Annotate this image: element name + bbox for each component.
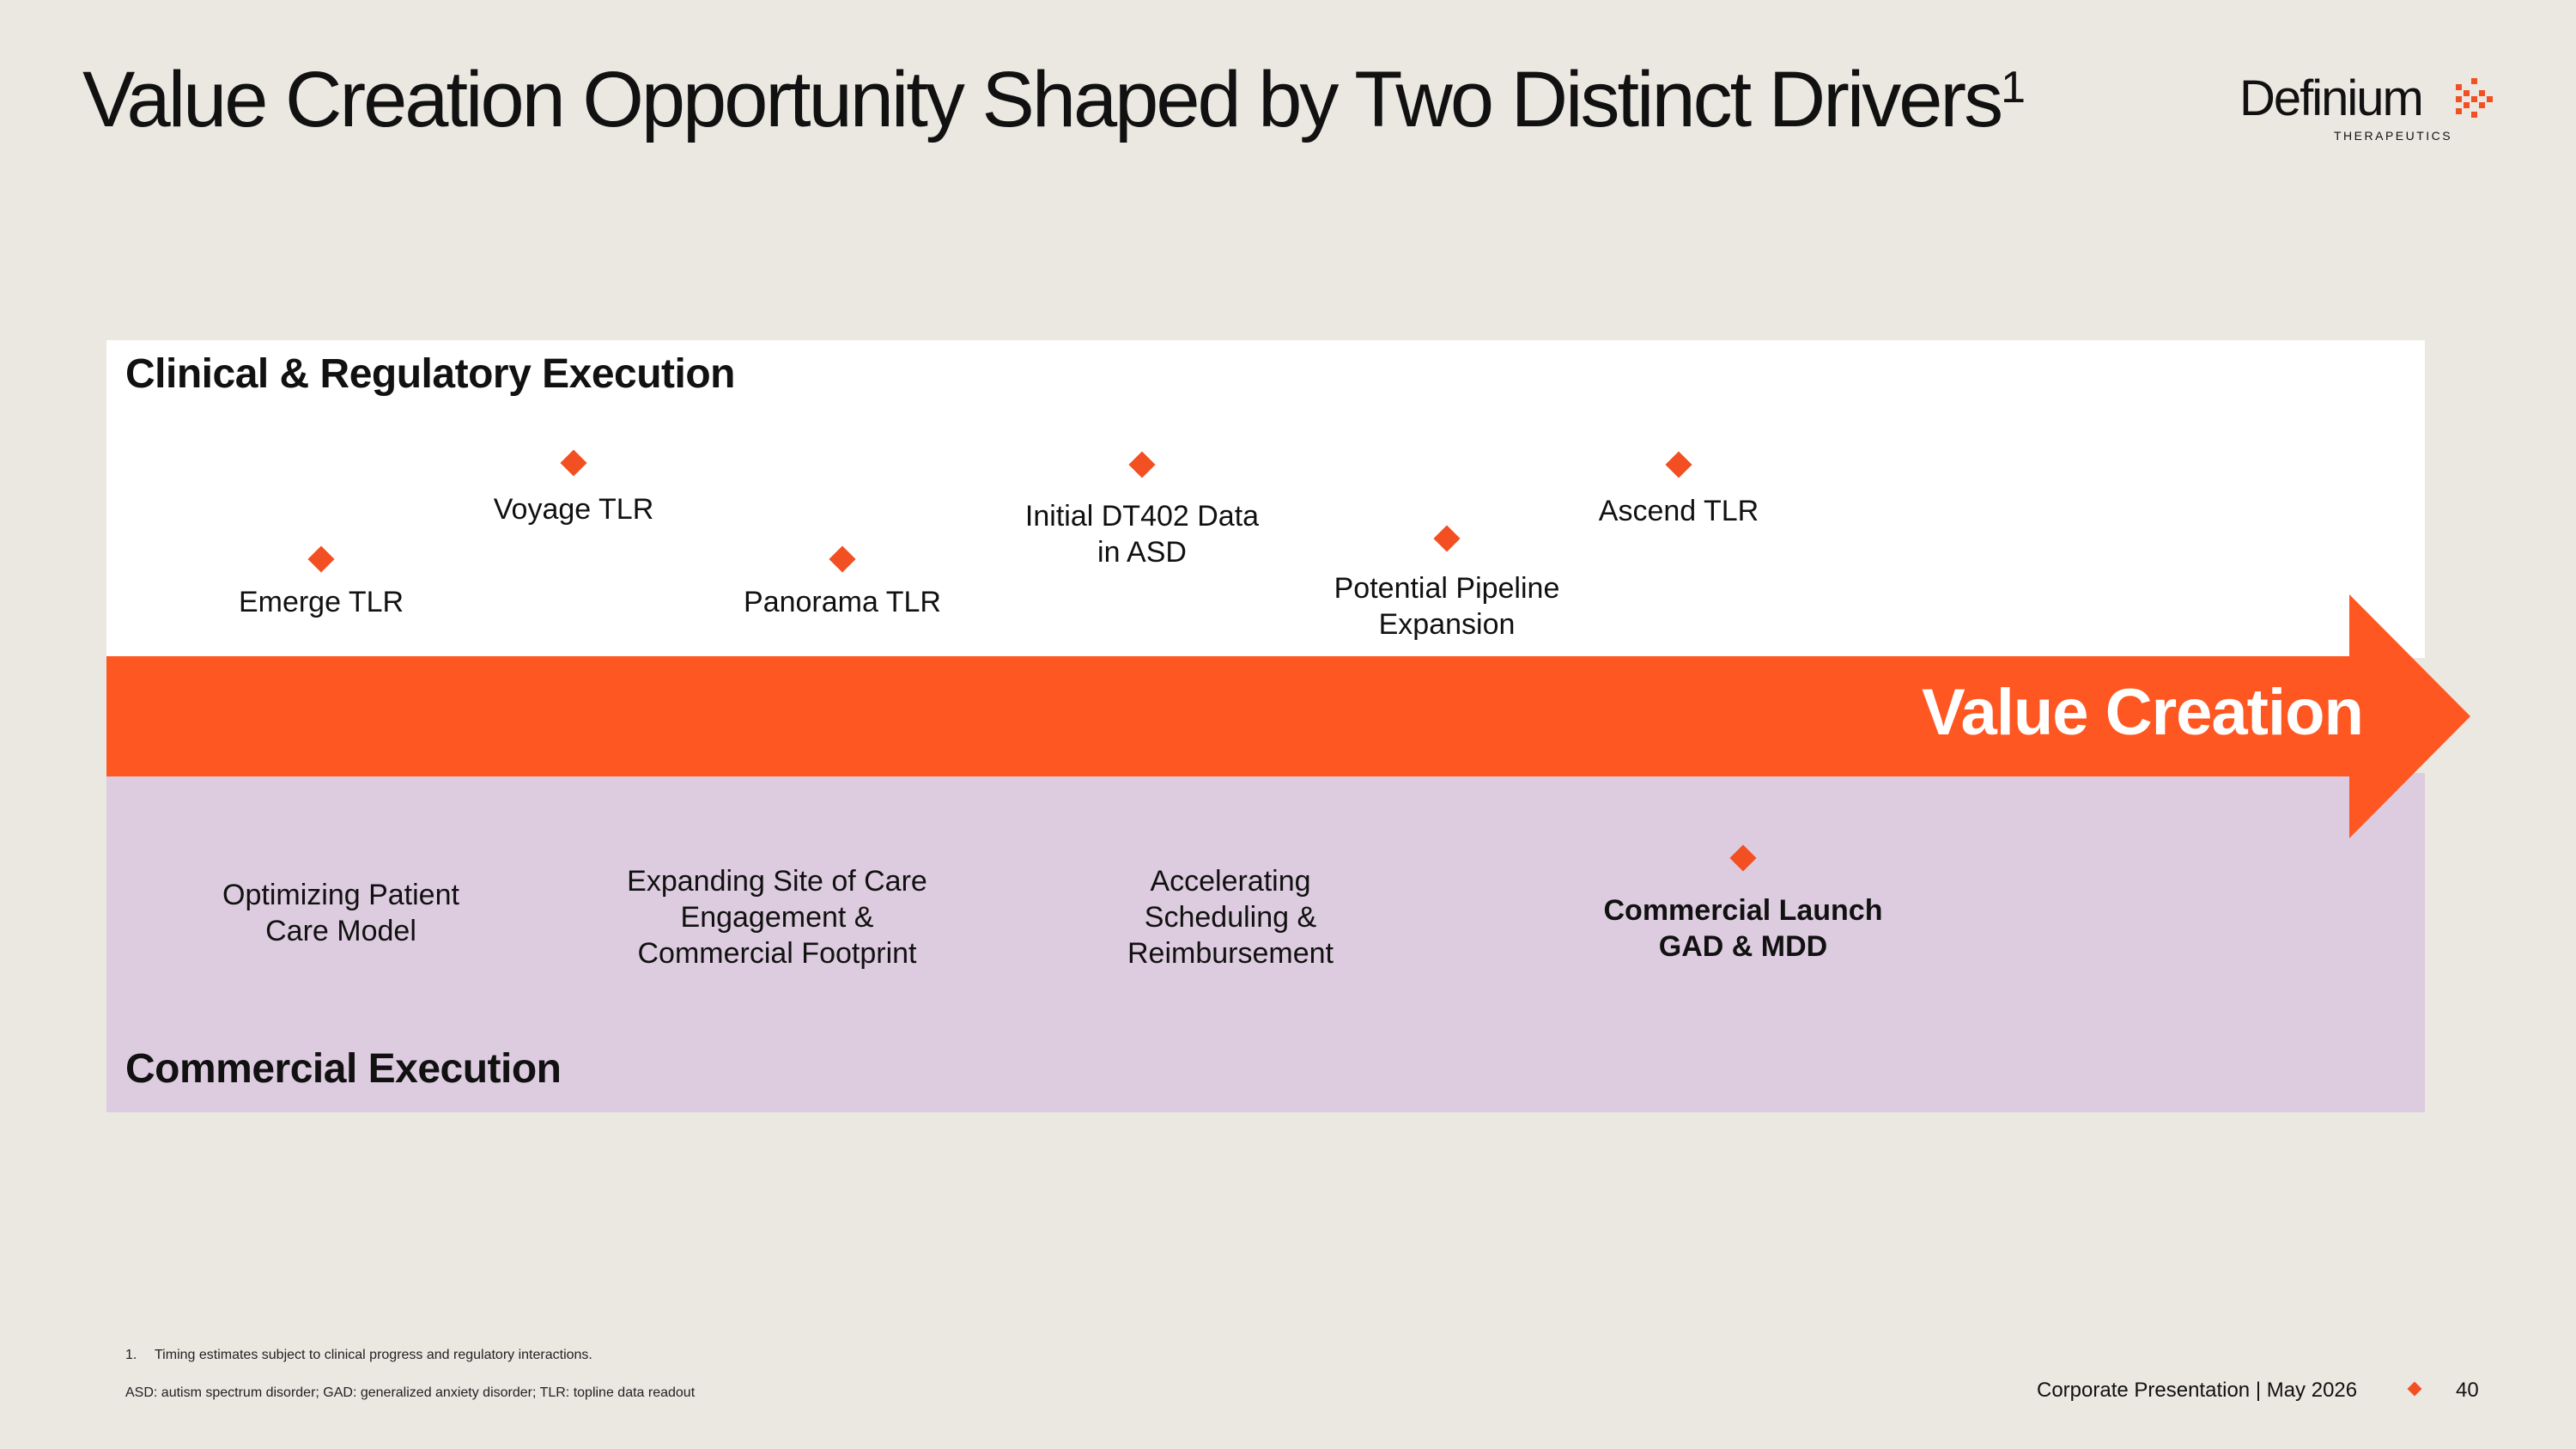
milestone-label: Initial DT402 Data in ASD (1024, 500, 1260, 569)
title-text: Value Creation Opportunity Shaped by Two… (82, 56, 2003, 143)
logo-wordmark: Definium (2239, 70, 2424, 126)
milestone-label: Potential Pipeline Expansion (1334, 572, 1560, 641)
clinical-section-title: Clinical & Regulatory Execution (125, 351, 735, 397)
value-creation-label: Value Creation (1922, 676, 2364, 749)
abbreviations-note: ASD: autism spectrum disorder; GAD: gene… (125, 1385, 696, 1400)
commercial-item: Accelerating Scheduling & Reimbursement (1127, 865, 1334, 970)
page-title: Value Creation Opportunity Shaped by Two… (82, 56, 2026, 143)
commercial-section-title: Commercial Execution (125, 1046, 562, 1092)
title-footnote-marker: 1 (2001, 63, 2026, 113)
clinical-panel (106, 340, 2425, 658)
milestone-label: Emerge TLR (238, 586, 404, 618)
commercial-item-launch: Commercial Launch GAD & MDD (1603, 894, 1883, 963)
commercial-panel (106, 773, 2425, 1112)
page-number: 40 (2456, 1379, 2479, 1402)
footnote-text: Timing estimates subject to clinical pro… (155, 1348, 592, 1362)
milestone-label: Ascend TLR (1598, 495, 1759, 527)
milestone-label: Panorama TLR (744, 586, 941, 618)
company-logo: Definium THERAPEUTICS (2239, 74, 2497, 151)
commercial-item: Optimizing Patient Care Model (222, 879, 459, 947)
logo-mark-icon (2456, 78, 2493, 118)
logo-subtitle: THERAPEUTICS (2334, 129, 2453, 143)
footnote-marker: 1. (125, 1348, 137, 1362)
footer-label: Corporate Presentation | May 2026 (2037, 1379, 2358, 1402)
commercial-item: Expanding Site of Care Engagement & Commer… (627, 865, 927, 970)
milestone-label: Voyage TLR (493, 493, 654, 526)
